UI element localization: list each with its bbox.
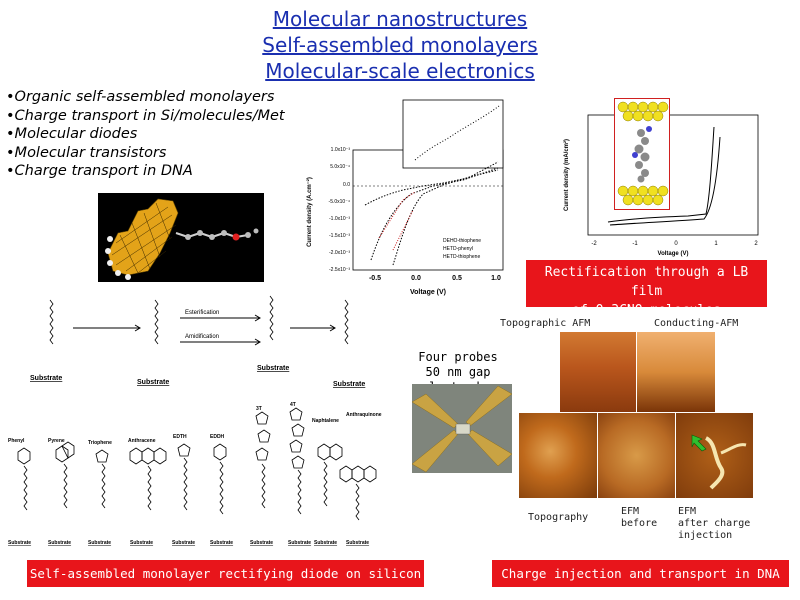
substrate-label: Substrate [88, 540, 111, 546]
y-tick: -5.0x10⁻⁴ [329, 199, 350, 205]
molecule-label: Triophene [88, 440, 112, 446]
efm-before-label: EFM before [621, 506, 657, 530]
legend-entry: DEHO-thiophene [443, 238, 481, 244]
x-axis-label: Voltage (V) [410, 289, 446, 296]
lb-molecule-inset [614, 98, 670, 210]
y-tick: -1.0x10⁻³ [329, 216, 350, 222]
molecule-label: Naphtalene [312, 418, 339, 424]
sam-diode-caption: Self-assembled monolayer rectifying diod… [27, 560, 424, 587]
substrate-label: Substrate [48, 540, 71, 546]
caption-line: Rectification through a LB film [544, 265, 749, 299]
molecule-series: Phenyl Pyrene Triophene Anthracene EDTH … [0, 400, 400, 550]
conducting-afm-image [637, 332, 715, 412]
y-axis-label: Current density (A.cm⁻²) [306, 177, 313, 247]
substrate-label: Substrate [137, 379, 169, 386]
caption-line: Four probes [418, 350, 498, 364]
substrate-label: Substrate [250, 540, 273, 546]
y-tick: -2.0x10⁻³ [329, 250, 350, 256]
molecule-label: Anthraquinone [346, 412, 382, 418]
topography-image [519, 413, 597, 498]
substrate-label: Substrate [288, 540, 311, 546]
topic-item: •Charge transport in DNA [6, 163, 193, 179]
molecule-label: 4T [290, 402, 296, 408]
substrate-label: Substrate [346, 540, 369, 546]
topic-item: •Organic self-assembled monolayers [6, 89, 275, 105]
topic-item: •Charge transport in Si/molecules/Met [6, 107, 285, 124]
molecule-label: Pyrene [48, 438, 65, 444]
title-line-2: Self-assembled monolayers [262, 33, 538, 57]
y-tick: -2.5x10⁻³ [329, 267, 350, 273]
topic-list: •Organic self-assembled monolayers •Char… [6, 88, 285, 181]
topo-afm-image [560, 332, 636, 412]
caption-line: after charge injection [678, 518, 751, 541]
y-tick: -1.5x10⁻³ [329, 233, 350, 239]
legend-entry: HETD-phenyl [443, 246, 473, 252]
legend-entry: HETD-thiophene [443, 254, 480, 260]
dna-caption: Charge injection and transport in DNA [492, 560, 789, 587]
y-tick: 1.0x10⁻³ [331, 147, 351, 153]
x-tick: 1 [714, 241, 718, 247]
lb-film-plot: -2 -1 0 1 2 Voltage (V) Current density … [538, 97, 776, 259]
reaction-scheme: Esterification Amidification Substrate S… [25, 270, 410, 388]
y-tick: 0.0 [343, 182, 350, 188]
x-tick: 1.0 [491, 275, 501, 282]
title-line-3: Molecular-scale electronics [265, 59, 535, 83]
title-line-1: Molecular nanostructures [272, 7, 528, 31]
step-amidification: Amidification [185, 334, 219, 340]
x-tick: -0.5 [369, 275, 381, 282]
substrate-label: Substrate [333, 381, 365, 388]
caption-line: of Q-3CNQ molecules [572, 303, 721, 318]
lb-film-caption: Rectification through a LB film of Q-3CN… [526, 260, 767, 318]
molecule-label: EDTH [173, 434, 187, 440]
substrate-label: Substrate [257, 365, 289, 372]
topic-item: •Molecular transistors [6, 144, 167, 161]
x-tick: -1 [632, 241, 638, 247]
topography-label: Topography [528, 512, 589, 523]
molecule-label: EDDH [210, 434, 225, 440]
substrate-label: Substrate [130, 540, 153, 546]
y-tick: 5.0x10⁻⁴ [330, 164, 350, 170]
substrate-label: Substrate [8, 540, 31, 546]
molecule-label: Anthracene [128, 438, 156, 444]
molecule-label: Phenyl [8, 438, 25, 444]
efm-after-label: EFM after charge injection [678, 506, 800, 542]
substrate-label: Substrate [314, 540, 337, 546]
molecule-label: 3T [256, 406, 262, 412]
molecular-model-image [98, 193, 264, 282]
substrate-label: Substrate [30, 375, 62, 382]
topic-item: •Molecular diodes [6, 126, 138, 142]
arrow-icon [691, 434, 707, 452]
x-tick: 0 [674, 241, 678, 247]
x-tick: -2 [591, 241, 597, 247]
electrode-image [411, 384, 513, 473]
x-tick: 2 [754, 241, 758, 247]
efm-after-image [676, 413, 753, 498]
topo-afm-label: Topographic AFM [500, 318, 591, 329]
efm-before-image [598, 413, 675, 498]
caption-line: EFM [621, 506, 640, 517]
substrate-label: Substrate [172, 540, 195, 546]
x-tick: 0.5 [452, 275, 462, 282]
substrate-label: Substrate [210, 540, 233, 546]
caption-line: before [621, 518, 658, 529]
y-axis-label: Current density (mA/cm²) [563, 139, 570, 211]
x-axis-label: Voltage (V) [658, 251, 689, 257]
cond-afm-label: Conducting-AFM [654, 318, 739, 329]
caption-line: EFM [678, 506, 697, 517]
iv-plot: DEHO-thiophene HETD-phenyl HETD-thiophen… [293, 90, 515, 300]
x-tick: 0.0 [411, 275, 421, 282]
step-esterification: Esterification [185, 310, 219, 316]
